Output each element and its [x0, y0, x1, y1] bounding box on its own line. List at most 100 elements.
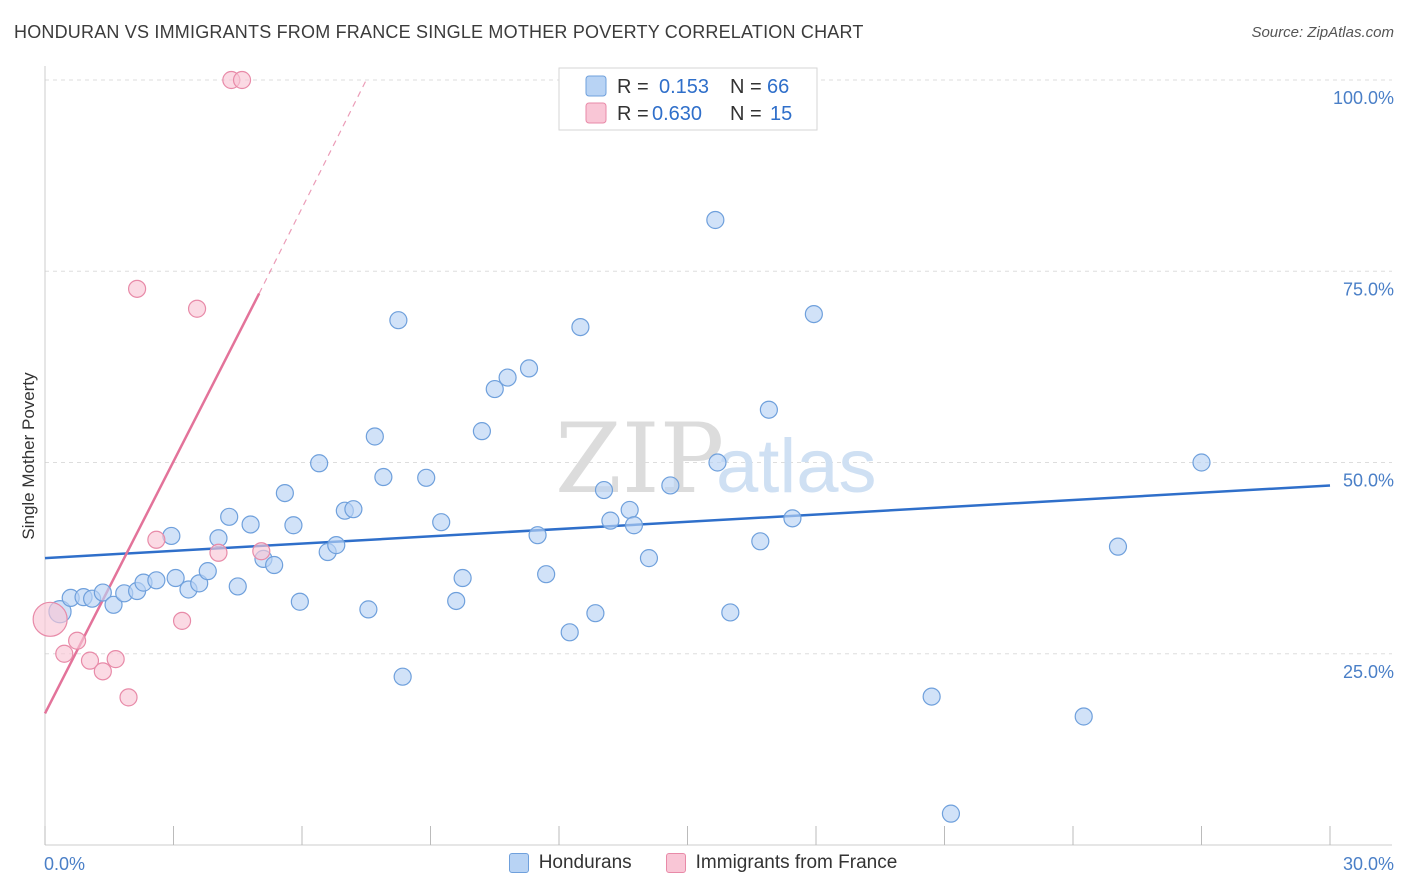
- legend-label-france: Immigrants from France: [695, 852, 898, 873]
- honduran-point: [147, 571, 166, 590]
- france-trend-line: [43, 292, 261, 714]
- france-points: [32, 70, 271, 707]
- legend-swatch-france-bottom: [665, 853, 686, 873]
- legend-n-value-2: 15: [770, 103, 792, 125]
- france-point: [187, 299, 207, 318]
- honduran-point: [783, 509, 802, 528]
- honduran-point: [359, 600, 378, 619]
- honduran-point: [485, 379, 504, 399]
- honduran-point: [624, 516, 644, 535]
- correlation-legend: R = 0.153 N = 66 R = 0.630 N = 15: [558, 67, 818, 131]
- honduran-point: [586, 604, 605, 623]
- honduran-point: [537, 565, 556, 584]
- honduran-point: [104, 595, 123, 614]
- honduran-point: [759, 400, 778, 419]
- honduran-point: [220, 507, 239, 526]
- honduran-point: [498, 368, 517, 387]
- honduran-point: [417, 468, 436, 487]
- watermark-zip: ZIP: [555, 403, 724, 515]
- france-point: [252, 542, 271, 561]
- legend-swatch-hondurans-bottom: [508, 853, 529, 873]
- france-trend-extension: [258, 79, 367, 294]
- honduran-point: [721, 603, 740, 622]
- axes: [44, 66, 1392, 846]
- legend-n-label-2: N =: [730, 103, 762, 125]
- honduran-point: [198, 562, 217, 581]
- x-tick-label-max: 30.0%: [1343, 854, 1394, 874]
- honduran-point: [432, 513, 451, 532]
- legend-swatch-france: [585, 102, 607, 124]
- honduran-point: [922, 687, 941, 706]
- chart-title: HONDURAN VS IMMIGRANTS FROM FRANCE SINGL…: [14, 22, 864, 42]
- honduran-point: [1192, 453, 1211, 472]
- honduran-point: [472, 422, 491, 441]
- france-point: [119, 688, 138, 707]
- honduran-point: [519, 359, 539, 378]
- honduran-point: [389, 311, 408, 330]
- honduran-point: [941, 804, 961, 823]
- y-tick-label: 100.0%: [1333, 88, 1394, 108]
- legend-swatch-hondurans: [585, 75, 607, 97]
- legend-r-value-1: 0.153: [659, 76, 709, 98]
- france-point: [106, 650, 125, 669]
- france-point: [32, 601, 68, 637]
- honduran-point: [344, 500, 363, 519]
- x-tick-label-min: 0.0%: [44, 854, 85, 874]
- y-tick-label: 75.0%: [1343, 279, 1394, 299]
- legend-r-label-1: R =: [617, 76, 649, 98]
- honduran-point: [310, 454, 329, 473]
- france-point: [55, 644, 74, 663]
- honduran-point: [393, 667, 412, 686]
- honduran-point: [661, 476, 680, 495]
- honduran-point: [447, 591, 466, 611]
- honduran-point: [365, 427, 384, 446]
- honduran-point: [620, 500, 639, 520]
- honduran-point: [708, 453, 727, 472]
- y-tick-label: 50.0%: [1343, 471, 1394, 491]
- series-legend: Hondurans Immigrants from France: [0, 852, 1406, 874]
- honduran-point: [751, 532, 770, 551]
- honduran-point: [706, 210, 725, 230]
- legend-r-value-2: 0.630: [652, 103, 702, 125]
- france-point: [93, 662, 112, 681]
- legend-item-hondurans: Hondurans: [508, 852, 632, 874]
- honduran-point: [560, 623, 579, 642]
- source-credit: Source: ZipAtlas.com: [1251, 24, 1394, 41]
- honduran-point: [528, 526, 547, 545]
- honduran-point: [290, 592, 309, 611]
- honduran-point: [228, 577, 247, 596]
- france-point: [232, 70, 252, 90]
- grid-lines: [45, 79, 1392, 655]
- honduran-point: [265, 555, 284, 575]
- honduran-point: [241, 515, 260, 534]
- legend-r-label-2: R =: [617, 103, 649, 125]
- legend-item-france: Immigrants from France: [665, 852, 898, 874]
- hondurans-points: [48, 210, 1211, 823]
- honduran-point: [162, 526, 181, 546]
- honduran-point: [639, 549, 659, 568]
- honduran-point: [601, 511, 620, 530]
- legend-n-label-1: N =: [730, 76, 762, 98]
- honduran-point: [1074, 707, 1093, 726]
- honduran-point: [93, 583, 112, 602]
- y-axis-label: Single Mother Poverty: [19, 372, 38, 540]
- honduran-point: [453, 568, 472, 588]
- honduran-point: [284, 516, 303, 535]
- y-tick-labels: 25.0% 50.0% 75.0% 100.0%: [1333, 88, 1394, 682]
- trend-lines: [43, 79, 1331, 714]
- honduran-point: [594, 480, 614, 500]
- honduran-point: [571, 317, 590, 337]
- honduran-point: [1108, 537, 1128, 556]
- france-point: [209, 543, 228, 562]
- x-ticks: [44, 826, 1331, 845]
- watermark: ZIP atlas: [555, 403, 877, 515]
- france-point: [127, 279, 147, 298]
- france-point: [172, 611, 192, 630]
- honduran-point: [327, 536, 346, 555]
- honduran-point: [374, 467, 393, 487]
- france-point: [80, 651, 100, 670]
- legend-label-hondurans: Hondurans: [538, 852, 632, 873]
- watermark-atlas: atlas: [716, 424, 877, 509]
- honduran-point: [275, 484, 294, 503]
